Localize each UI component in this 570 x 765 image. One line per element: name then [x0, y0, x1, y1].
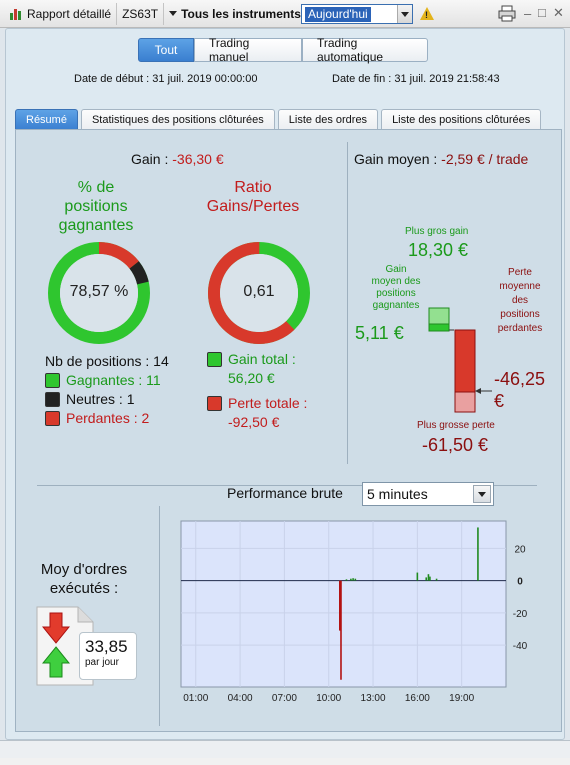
total-gain-label: Gain total :	[228, 351, 296, 367]
title-bar: Rapport détaillé ZS63T Tous les instrume…	[0, 0, 570, 28]
tab-summary[interactable]: Résumé	[15, 109, 78, 129]
neutral-label: Neutres : 1	[66, 391, 135, 407]
report-chart-icon	[9, 7, 23, 21]
period-value: Aujourd'hui	[305, 6, 371, 22]
ratio-title: Ratio Gains/Pertes	[206, 179, 300, 215]
total-loss-row: Perte totale :	[207, 395, 307, 411]
buy-arrow-icon	[42, 646, 70, 678]
report-tabs: Résumé Statistiques des positions clôtur…	[15, 109, 544, 129]
winners-label: Gagnantes : 11	[66, 372, 161, 388]
y-tick-label: 0	[517, 577, 523, 588]
x-tick-label: 16:00	[405, 693, 430, 704]
y-tick-label: 20	[514, 544, 526, 555]
sell-arrow-icon	[42, 612, 70, 644]
tab-closed-positions[interactable]: Liste des positions clôturées	[381, 109, 542, 129]
orders-title: Moy d'ordres exécutés :	[40, 561, 128, 597]
warning-icon[interactable]: !	[420, 7, 434, 20]
total-gain-value: 56,20 €	[228, 370, 275, 386]
filter-auto-button[interactable]: Trading automatique	[302, 36, 428, 64]
avg-gain-value: -2,59 € / trade	[441, 151, 529, 167]
avg-loss-label: Perte moyenne des positions perdantes	[497, 267, 543, 334]
avg-gain-loss-bars	[428, 307, 476, 413]
ratio-value: 0,61	[243, 283, 275, 300]
status-strip	[0, 758, 570, 765]
green-square-icon	[207, 351, 222, 367]
instrument-selector[interactable]: Tous les instruments	[164, 3, 306, 25]
neutral-row: Neutres : 1	[45, 391, 134, 407]
ratio-donut	[208, 242, 310, 344]
dropdown-arrow-icon[interactable]	[473, 485, 491, 503]
x-tick-label: 04:00	[228, 693, 253, 704]
green-square-icon	[45, 372, 60, 388]
orders-value: 33,85	[85, 637, 128, 656]
performance-label: Performance brute	[227, 485, 343, 501]
total-loss-label: Perte totale :	[228, 395, 308, 411]
dropdown-arrow-icon[interactable]	[397, 5, 412, 23]
black-square-icon	[45, 391, 60, 407]
close-icon[interactable]: ✕	[553, 5, 564, 20]
total-gain-row: Gain total :	[207, 351, 296, 367]
orders-value-card: 33,85 par jour	[79, 632, 137, 680]
chevron-down-icon	[169, 11, 178, 16]
performance-chart: 01:00 04:00 07:00 10:00 13:00 16:00 19:00 20 0 -2…	[180, 520, 528, 704]
report-panel: Tout Trading manuel Trading automatique …	[5, 28, 565, 740]
avg-win-label: Gain moyen des positions gagnantes	[371, 264, 421, 311]
account-label: ZS63T	[122, 6, 159, 21]
account-selector[interactable]: ZS63T	[117, 2, 165, 25]
winners-row: Gagnantes : 11	[45, 372, 161, 388]
plot-area	[180, 520, 507, 688]
section-divider	[347, 142, 348, 464]
win-pct-title: % de positions gagnantes	[58, 179, 134, 234]
x-tick-label: 07:00	[272, 693, 297, 704]
orders-unit: par jour	[85, 657, 119, 668]
performance-interval-value: 5 minutes	[367, 486, 428, 502]
x-tick-label: 13:00	[361, 693, 386, 704]
biggest-loss-value: -61,50 €	[422, 435, 489, 455]
performance-interval-dropdown[interactable]: 5 minutes	[362, 482, 494, 506]
report-menu[interactable]: Rapport détaillé	[4, 2, 118, 25]
red-square-icon	[207, 395, 222, 411]
gain-header: Gain : -36,30 €	[131, 151, 224, 167]
section-divider	[159, 506, 160, 726]
gain-label: Gain :	[131, 151, 169, 167]
filter-manual-button[interactable]: Trading manuel	[194, 36, 302, 64]
avg-loss-value: -46,25 €	[494, 369, 546, 411]
avg-gain-label: Gain moyen :	[354, 151, 438, 167]
print-icon[interactable]	[498, 5, 516, 22]
x-tick-label: 01:00	[183, 693, 208, 704]
y-tick-label: -20	[513, 609, 528, 620]
y-tick-label: -40	[513, 641, 528, 652]
win-pct-donut	[48, 242, 150, 344]
biggest-loss-label: Plus grosse perte	[417, 420, 495, 431]
arrow-left-icon	[475, 388, 492, 394]
losers-label: Perdantes : 2	[66, 410, 150, 426]
period-dropdown[interactable]: Aujourd'hui	[301, 4, 413, 24]
x-tick-label: 10:00	[316, 693, 341, 704]
win-pct-value: 78,57 %	[69, 283, 129, 300]
trading-filter: Tout Trading manuel Trading automatique	[138, 36, 428, 64]
start-date: Date de début : 31 juil. 2019 00:00:00	[74, 73, 258, 85]
total-loss-value: -92,50 €	[228, 414, 280, 430]
end-date: Date de fin : 31 juil. 2019 21:58:43	[332, 73, 500, 85]
summary-content: Gain : -36,30 € % de positions gagnantes…	[15, 129, 562, 732]
minimize-icon[interactable]: –	[524, 6, 532, 21]
gain-value: -36,30 €	[172, 151, 224, 167]
filter-all-button[interactable]: Tout	[138, 38, 194, 62]
report-title: Rapport détaillé	[27, 6, 112, 21]
red-square-icon	[45, 410, 60, 426]
avg-win-value: 5,11 €	[355, 323, 404, 343]
x-tick-label: 19:00	[449, 693, 474, 704]
biggest-gain-value: 18,30 €	[408, 240, 469, 260]
tab-orders[interactable]: Liste des ordres	[277, 109, 379, 129]
losers-row: Perdantes : 2	[45, 410, 149, 426]
maximize-icon[interactable]: □	[538, 5, 546, 20]
section-divider	[37, 485, 537, 486]
positions-count: Nb de positions : 14	[45, 353, 169, 369]
biggest-gain-label: Plus gros gain	[405, 226, 469, 237]
disclaimer	[0, 740, 570, 758]
tab-closed-stats[interactable]: Statistiques des positions clôturées	[80, 109, 275, 129]
avg-gain-header: Gain moyen : -2,59 € / trade	[354, 151, 528, 167]
instrument-label: Tous les instruments	[181, 6, 301, 21]
